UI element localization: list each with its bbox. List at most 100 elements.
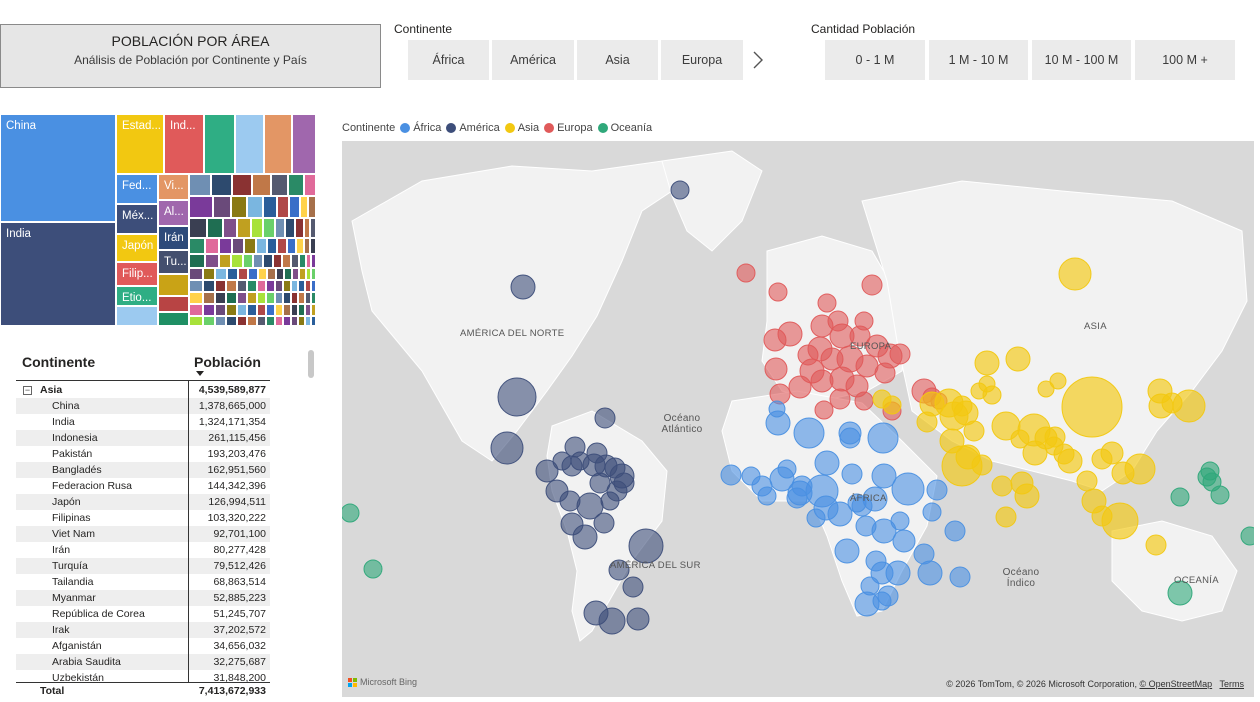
map-bubble[interactable] <box>917 560 943 586</box>
treemap-tile[interactable] <box>257 304 266 316</box>
matrix-header-population[interactable]: Población <box>194 354 261 370</box>
treemap-tile[interactable] <box>251 218 263 238</box>
treemap-tile[interactable] <box>263 196 277 218</box>
bing-attribution[interactable]: Microsoft Bing <box>348 677 417 687</box>
treemap-tile[interactable] <box>203 316 215 326</box>
map-bubble[interactable] <box>834 538 860 564</box>
treemap-tile[interactable] <box>247 280 257 292</box>
matrix-row[interactable]: Uzbekistán 31,848,200 <box>16 670 270 686</box>
matrix-row[interactable]: Turquía 79,512,426 <box>16 558 270 574</box>
map-bubble[interactable] <box>1061 376 1123 438</box>
matrix-row[interactable]: Afganistán 34,656,032 <box>16 638 270 654</box>
treemap-tile[interactable] <box>298 304 305 316</box>
matrix-row[interactable]: República de Corea 51,245,707 <box>16 606 270 622</box>
treemap-tile[interactable] <box>189 280 203 292</box>
treemap-tile-iran[interactable]: Irán <box>158 226 189 250</box>
map-bubble[interactable] <box>594 407 616 429</box>
treemap-tile-philippines[interactable]: Filip... <box>116 262 158 286</box>
matrix-row[interactable]: Japón 126,994,511 <box>16 494 270 510</box>
population-option-1m-10m[interactable]: 1 M - 10 M <box>929 40 1028 80</box>
map-bubble[interactable] <box>1124 453 1156 485</box>
treemap-tile[interactable] <box>275 316 283 326</box>
map-bubble[interactable] <box>1101 502 1139 540</box>
treemap-tile[interactable] <box>211 174 232 196</box>
treemap-tile[interactable] <box>219 238 232 254</box>
map-bubble[interactable] <box>885 560 911 586</box>
treemap-tile[interactable] <box>275 292 283 304</box>
population-option-0-1m[interactable]: 0 - 1 M <box>825 40 925 80</box>
treemap-tile[interactable] <box>158 296 189 312</box>
treemap-tile[interactable] <box>158 312 189 326</box>
treemap-tile[interactable] <box>311 280 316 292</box>
map-bubble[interactable] <box>764 357 788 381</box>
treemap-tile[interactable] <box>266 304 275 316</box>
map-bubble[interactable] <box>1014 483 1040 509</box>
treemap-tile[interactable] <box>237 280 247 292</box>
treemap-tile[interactable] <box>277 238 287 254</box>
treemap-tile[interactable] <box>232 174 252 196</box>
map-bubble[interactable] <box>757 486 777 506</box>
treemap-tile[interactable] <box>256 238 267 254</box>
map-bubble[interactable] <box>572 524 598 550</box>
matrix-group-row[interactable]: − Asia 4,539,589,877 <box>16 382 270 398</box>
map-bubble[interactable] <box>849 325 871 347</box>
treemap-tile-ethiopia[interactable]: Etio... <box>116 286 158 306</box>
map-bubble[interactable] <box>829 388 851 410</box>
matrix-row[interactable]: Irak 37,202,572 <box>16 622 270 638</box>
map-bubble[interactable] <box>1076 470 1098 492</box>
map-bubble[interactable] <box>847 493 867 513</box>
map-bubble[interactable] <box>934 388 964 418</box>
map-bubble[interactable] <box>609 463 635 489</box>
treemap-tile-usa[interactable]: Estad... <box>116 114 164 174</box>
continent-option-europa[interactable]: Europa <box>661 40 743 80</box>
treemap-tile[interactable] <box>300 196 308 218</box>
map-bubble[interactable] <box>867 422 899 454</box>
map-bubble[interactable] <box>600 491 620 511</box>
map-bubble[interactable] <box>922 502 942 522</box>
treemap-tile[interactable] <box>311 304 316 316</box>
treemap-tile[interactable] <box>275 304 283 316</box>
treemap-tile[interactable] <box>291 280 298 292</box>
continent-option-asia[interactable]: Asia <box>577 40 658 80</box>
map-bubble[interactable] <box>342 503 360 523</box>
map-bubble[interactable] <box>874 362 896 384</box>
terms-link[interactable]: Terms <box>1219 679 1245 689</box>
matrix-row[interactable]: Filipinas 103,320,222 <box>16 510 270 526</box>
matrix-scrollbar[interactable] <box>308 350 314 378</box>
map-bubble[interactable] <box>1240 526 1254 546</box>
treemap-tile[interactable] <box>226 304 237 316</box>
treemap-tile[interactable] <box>283 304 291 316</box>
treemap-tile[interactable] <box>311 268 316 280</box>
map-bubble[interactable] <box>916 411 938 433</box>
treemap-tile[interactable] <box>247 316 257 326</box>
treemap-tile[interactable] <box>189 196 213 218</box>
map-bubble[interactable] <box>838 421 862 445</box>
legend-item[interactable]: América <box>446 122 500 134</box>
map-bubble[interactable] <box>363 559 383 579</box>
treemap-tile[interactable] <box>257 316 266 326</box>
map-bubble[interactable] <box>1145 534 1167 556</box>
treemap-tile[interactable] <box>223 218 237 238</box>
treemap-tile[interactable] <box>231 254 243 268</box>
map-bubble[interactable] <box>535 459 559 483</box>
treemap-tile[interactable] <box>298 316 305 326</box>
map-bubble[interactable] <box>806 508 826 528</box>
treemap-tile-vietnam[interactable]: Vi... <box>158 174 189 200</box>
map-bubble[interactable] <box>768 282 788 302</box>
treemap-tile[interactable] <box>275 280 283 292</box>
treemap-tile[interactable] <box>203 304 215 316</box>
treemap-tile-china[interactable]: China <box>0 114 116 222</box>
treemap-tile[interactable] <box>291 316 298 326</box>
treemap-tile[interactable] <box>237 292 247 304</box>
treemap-tile[interactable] <box>237 218 251 238</box>
map-bubble[interactable] <box>891 472 925 506</box>
treemap-tile[interactable] <box>248 268 258 280</box>
treemap-tile-india[interactable]: India <box>0 222 116 326</box>
map-bubble[interactable] <box>814 450 840 476</box>
treemap-tile[interactable] <box>189 254 205 268</box>
map-bubble[interactable] <box>598 607 626 635</box>
matrix-row[interactable]: Viet Nam 92,701,100 <box>16 526 270 542</box>
treemap-tile[interactable] <box>258 268 267 280</box>
treemap-tile[interactable] <box>298 292 305 304</box>
treemap-tile[interactable] <box>215 280 226 292</box>
